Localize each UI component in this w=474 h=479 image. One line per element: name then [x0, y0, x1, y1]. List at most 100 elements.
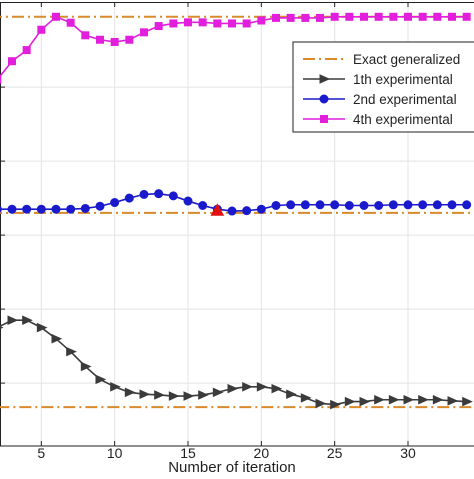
- series-4-point: [66, 18, 75, 27]
- series-2-point: [403, 394, 415, 405]
- x-tick-label: 25: [327, 445, 343, 461]
- series-2-point: [462, 396, 473, 407]
- series-2-point: [388, 394, 400, 405]
- series-3-point: [36, 204, 46, 214]
- series-2-point: [374, 394, 385, 405]
- series-3-point: [286, 200, 296, 210]
- series-3-point: [447, 200, 457, 210]
- series-4-point: [404, 12, 412, 21]
- series-2-point: [110, 382, 121, 392]
- x-tick-label: 30: [400, 445, 416, 461]
- series-3-point: [124, 193, 134, 203]
- series-4-point: [301, 13, 310, 22]
- series-2-point: [66, 346, 77, 357]
- series-2-point: [271, 383, 283, 394]
- series-3-point: [344, 201, 354, 210]
- series-4-point: [272, 13, 280, 22]
- series-2-point: [198, 390, 209, 400]
- series-4-point: [345, 12, 354, 21]
- legend-entry-4-label: 4th experimental: [353, 112, 453, 127]
- legend-entry-3-marker: [319, 94, 329, 104]
- series-2-point: [300, 393, 312, 403]
- series-3-point: [388, 200, 398, 210]
- x-tick-label: 15: [180, 445, 196, 461]
- series-3-point: [168, 191, 178, 201]
- series-2-point: [0, 326, 4, 330]
- series-4-point: [0, 75, 2, 84]
- series-4-point: [22, 46, 31, 55]
- series-2-point: [183, 391, 195, 401]
- series-2-point: [315, 398, 327, 409]
- legend-entry-3-label: 2nd experimental: [353, 92, 457, 107]
- series-3-line: [0, 192, 467, 212]
- series-2-point: [168, 391, 180, 401]
- series-3-point: [359, 201, 369, 210]
- series-2-point: [95, 374, 107, 385]
- series-2-point: [286, 389, 297, 399]
- legend-entry-4-marker: [320, 115, 328, 123]
- series-2-point: [51, 333, 63, 344]
- series-4-point: [96, 35, 104, 44]
- legend-entry-2-marker: [319, 74, 331, 84]
- series-3-point: [154, 189, 164, 199]
- series-2-point: [256, 382, 268, 392]
- series-2-point: [227, 383, 239, 394]
- series-3-point: [271, 201, 281, 210]
- series-4-point: [286, 13, 295, 22]
- series-2-point: [139, 389, 151, 399]
- series-3-point: [80, 203, 90, 213]
- legend-entry-2-label: 1th experimental: [353, 72, 453, 87]
- series-3-point: [300, 200, 310, 210]
- series-2-point: [359, 396, 371, 407]
- series-3-point: [330, 200, 340, 210]
- series-4-point: [374, 12, 383, 21]
- series-3-point: [418, 200, 428, 210]
- series-3-point: [198, 201, 208, 210]
- series-3-point: [403, 200, 413, 210]
- series-4-point: [389, 12, 398, 21]
- series-3-point: [315, 200, 325, 210]
- series-4-point: [257, 16, 266, 25]
- series-4-point: [8, 57, 16, 66]
- x-tick-label: 5: [37, 445, 45, 461]
- series-3-point: [183, 196, 193, 206]
- series-4-line: [0, 15, 467, 78]
- series-3-point: [242, 206, 252, 216]
- series-4-point: [52, 12, 60, 21]
- series-3-point: [95, 201, 105, 211]
- series-2-point: [330, 399, 341, 410]
- series-2-point: [124, 387, 136, 398]
- series-4-point: [228, 19, 236, 28]
- series-2-point: [154, 390, 165, 400]
- series-4-point: [433, 12, 442, 21]
- series-2-point: [212, 387, 224, 398]
- series-3-point: [66, 204, 76, 214]
- series-3-point: [432, 200, 442, 210]
- series-3-point: [374, 201, 384, 210]
- series-4-point: [169, 19, 178, 28]
- series-2-line: [0, 319, 467, 406]
- series-2-point: [22, 315, 33, 325]
- series-3-point: [139, 189, 149, 199]
- series-2-point: [432, 394, 444, 405]
- series-4-point: [360, 12, 368, 21]
- annotation-marker: [210, 203, 225, 216]
- series-3-point: [256, 204, 266, 214]
- series-4-point: [242, 19, 251, 28]
- series-4-point: [213, 19, 222, 28]
- series-4-point: [316, 13, 324, 22]
- series-3-point: [462, 200, 472, 210]
- series-4-point: [184, 18, 192, 27]
- legend-entry-1-label: Exact generalized: [353, 52, 460, 67]
- series-3-point: [22, 204, 32, 214]
- x-axis-label: Number of iteration: [168, 459, 296, 474]
- series-4-point: [110, 37, 119, 46]
- series-2-point: [447, 396, 459, 406]
- series-4-point: [37, 25, 46, 34]
- series-4-point: [81, 31, 90, 40]
- series-3-point: [227, 206, 237, 216]
- series-4-point: [448, 12, 456, 21]
- series-3-point: [110, 198, 120, 208]
